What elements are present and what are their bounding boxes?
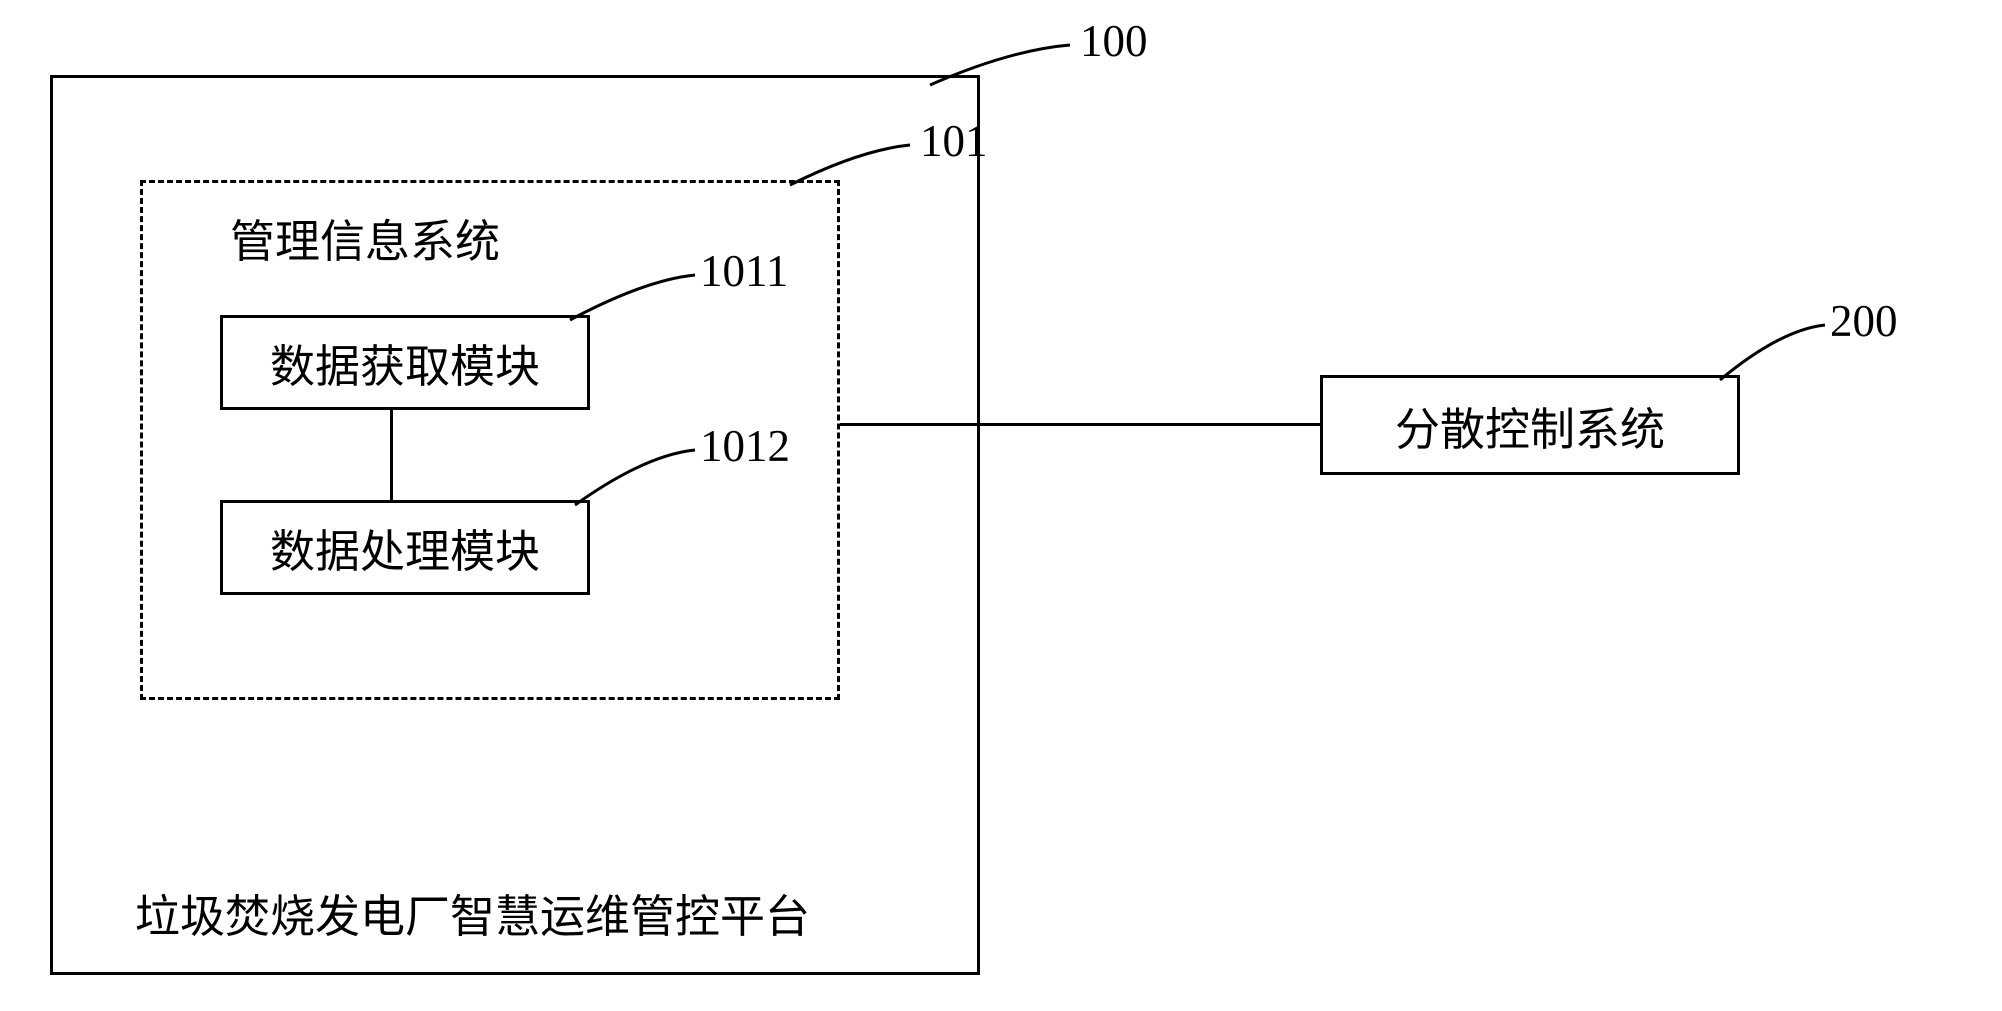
leader-200 — [0, 0, 2002, 1011]
diagram-canvas: 管理信息系统 数据获取模块 数据处理模块 分散控制系统 垃圾焚烧发电厂智慧运维管… — [0, 0, 2002, 1011]
